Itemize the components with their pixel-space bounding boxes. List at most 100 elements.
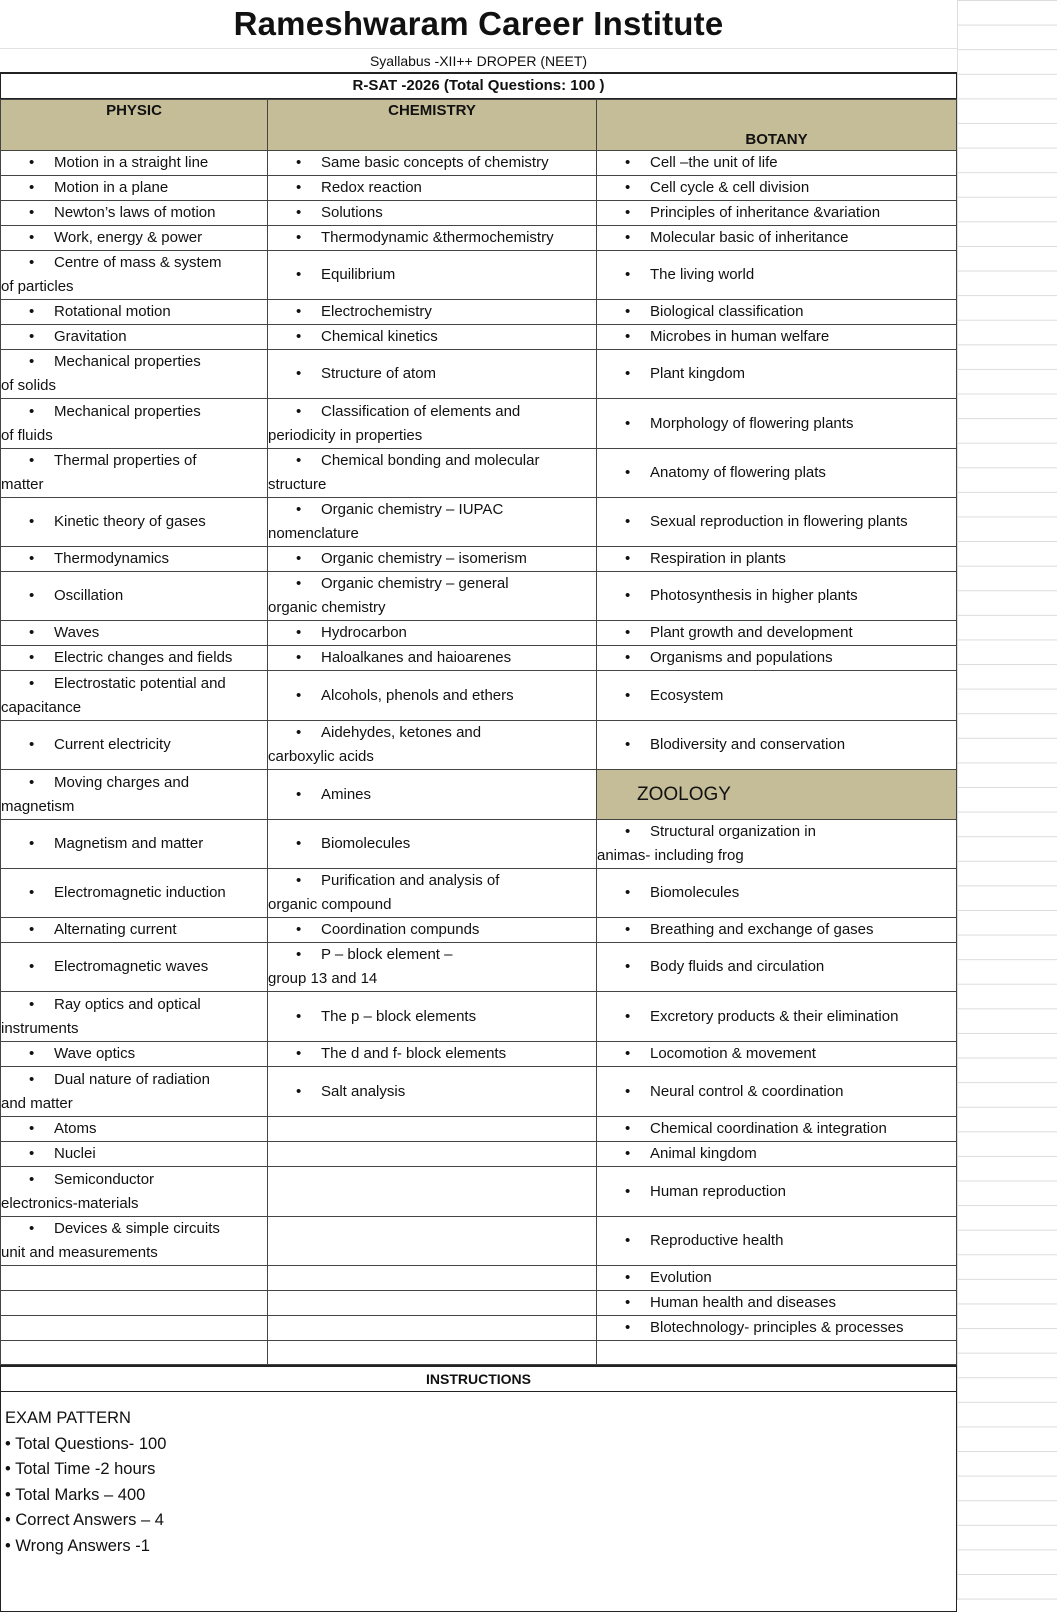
bullet-icon: •	[29, 179, 35, 196]
topic-text: Anatomy of flowering plats	[650, 464, 826, 481]
topic-text: The living world	[650, 266, 755, 283]
topic-text: The d and f- block elements	[321, 1045, 507, 1062]
bullet-icon: •	[29, 303, 35, 320]
bullet-icon: •	[625, 1319, 631, 1336]
topic-text: Biological classification	[650, 303, 804, 320]
physics-topic: • Wave optics	[0, 1041, 268, 1067]
exam-pattern-text: Wrong Answers -1	[15, 1536, 150, 1555]
empty-cell	[267, 1166, 597, 1217]
page-title: Rameshwaram Career Institute	[0, 0, 957, 49]
bullet-icon: •	[29, 773, 35, 791]
topic-text: Current electricity	[54, 736, 171, 753]
bullet-icon: •	[625, 884, 631, 901]
topic-cell: • Aidehydes, ketones and carboxylic acids	[269, 722, 596, 769]
empty-cell	[267, 1216, 597, 1266]
topic-text: Sexual reproduction in flowering plants	[650, 513, 908, 530]
topic-text: Evolution	[650, 1269, 712, 1286]
botany-topic: • Plant growth and development	[596, 620, 957, 646]
table-row: • Newton’s laws of motion • Solutions • Princ…	[0, 200, 957, 226]
topic-text: P – block element – group 13 and 14	[268, 946, 453, 987]
topic-text: Hydrocarbon	[321, 624, 407, 641]
table-row	[0, 1340, 957, 1365]
botany-topic: • Locomotion & movement	[596, 1041, 957, 1067]
bullet-icon: •	[625, 179, 631, 196]
bullet-icon: •	[29, 624, 35, 641]
bullet-icon: •	[29, 674, 35, 692]
topic-cell: • Amines	[296, 783, 596, 807]
topic-text: Rotational motion	[54, 303, 171, 320]
exam-pattern-item: • Wrong Answers -1	[5, 1534, 956, 1560]
topic-text: Alternating current	[54, 921, 177, 938]
physics-topic: • Dual nature of radiation and matter	[0, 1066, 268, 1117]
topic-text: Semiconductor electronics-materials	[1, 1170, 155, 1212]
topic-cell: • Microbes in human welfare	[625, 326, 956, 349]
topic-cell: • Devices & simple circuits unit and meas…	[1, 1218, 267, 1265]
topic-cell: • Sexual reproduction in flowering plants	[625, 510, 956, 534]
table-row: • Electrostatic potential and capacitance…	[0, 670, 957, 721]
chemistry-topic: • Same basic concepts of chemistry	[267, 150, 597, 176]
bullet-icon: •	[29, 1120, 35, 1137]
chemistry-topic: • Organic chemistry – IUPAC nomenclature	[267, 497, 597, 547]
physics-topic: • Electrostatic potential and capacitance	[0, 670, 268, 721]
topic-text: Atoms	[54, 1120, 97, 1137]
topic-cell: • Work, energy & power	[29, 227, 267, 250]
bullet-icon: •	[296, 785, 302, 803]
header-botany: BOTANY	[596, 99, 957, 151]
topic-cell: • Excretory products & their elimination	[625, 1005, 956, 1029]
topic-text: Molecular basic of inheritance	[650, 229, 849, 246]
topic-cell: • Blodiversity and conservation	[625, 733, 956, 757]
topic-cell: • Electromagnetic induction	[29, 881, 267, 905]
bullet-icon: •	[625, 736, 631, 753]
botany-topic: • Blodiversity and conservation	[596, 720, 957, 770]
bullet-icon: •	[5, 1434, 16, 1453]
chemistry-topic: • Organic chemistry – general organic che…	[267, 571, 597, 621]
topic-cell: • Same basic concepts of chemistry	[296, 152, 596, 175]
topic-text: Gravitation	[54, 328, 127, 345]
chemistry-topic: • Hydrocarbon	[267, 620, 597, 646]
table-row: • Rotational motion • Electrochemistry • Biol…	[0, 299, 957, 325]
bullet-icon: •	[625, 1007, 631, 1025]
bullet-icon: •	[29, 995, 35, 1013]
botany-topic: • Body fluids and circulation	[596, 942, 957, 992]
empty-cell	[267, 1265, 597, 1291]
topic-text: Motion in a plane	[54, 179, 169, 196]
exam-pattern-text: Total Questions- 100	[15, 1434, 167, 1453]
bullet-icon: •	[625, 649, 631, 666]
topic-cell: • Animal kingdom	[625, 1143, 956, 1166]
bullet-icon: •	[29, 921, 35, 938]
chemistry-topic: • The p – block elements	[267, 991, 597, 1042]
topic-cell: • Moving charges and magnetism	[2, 771, 267, 819]
topic-cell: • Electrochemistry	[296, 301, 596, 324]
bullet-icon: •	[29, 402, 35, 420]
topic-text: Chemical kinetics	[321, 328, 438, 345]
botany-topic: • Animal kingdom	[596, 1141, 957, 1167]
botany-topic: • Excretory products & their elimination	[596, 991, 957, 1042]
chemistry-topic: • Biomolecules	[267, 819, 597, 869]
bullet-icon: •	[29, 204, 35, 221]
bullet-icon: •	[29, 958, 35, 975]
botany-topic: • Cell –the unit of life	[596, 150, 957, 176]
topic-cell: • Organic chemistry – IUPAC nomenclature	[269, 499, 596, 546]
botany-topic: • Principles of inheritance &variation	[596, 200, 957, 226]
bullet-icon: •	[625, 328, 631, 345]
bullet-icon: •	[296, 365, 302, 382]
table-row: • Human health and diseases	[0, 1290, 957, 1316]
topic-text: Ecosystem	[650, 686, 724, 704]
topic-text: Devices & simple circuits unit and measu…	[1, 1220, 220, 1261]
bullet-icon: •	[625, 686, 631, 704]
topic-cell: • P – block element – group 13 and 14	[268, 944, 596, 991]
bullet-icon: •	[29, 452, 35, 469]
topic-text: Redox reaction	[321, 179, 422, 196]
bullet-icon: •	[625, 587, 631, 604]
botany-topic: • Biomolecules	[596, 868, 957, 918]
chemistry-topic: • Redox reaction	[267, 175, 597, 201]
bullet-icon: •	[296, 649, 302, 666]
bullet-icon: •	[625, 204, 631, 221]
topic-cell: • Anatomy of flowering plats	[625, 461, 956, 485]
topic-cell: • The d and f- block elements	[296, 1043, 596, 1066]
topic-cell: • Electric changes and fields	[29, 647, 267, 670]
chemistry-topic: • Salt analysis	[267, 1066, 597, 1117]
table-row: • Devices & simple circuits unit and meas…	[0, 1216, 957, 1266]
physics-topic: • Mechanical properties of solids	[0, 349, 268, 399]
topic-text: Classification of elements and periodici…	[268, 402, 521, 444]
